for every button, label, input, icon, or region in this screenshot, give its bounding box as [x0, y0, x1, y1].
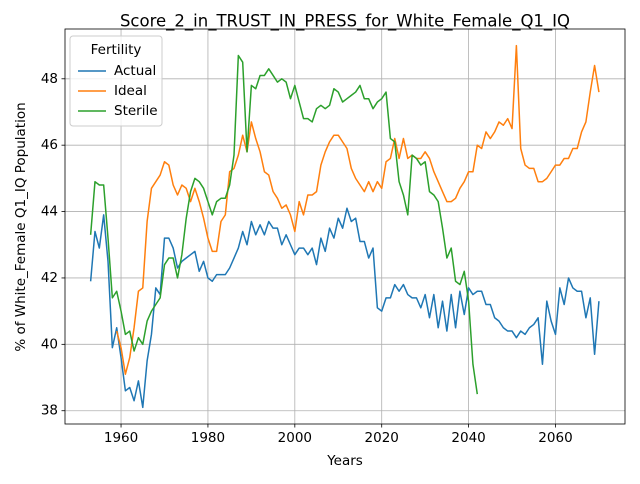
y-tick-label: 44: [41, 204, 58, 220]
x-tick-label: 2000: [278, 430, 312, 446]
y-tick-label: 40: [41, 336, 58, 352]
legend-label: Ideal: [114, 83, 147, 99]
y-tick-label: 42: [41, 270, 58, 286]
x-tick-label: 1980: [191, 430, 225, 446]
chart-title: Score_2_in_TRUST_IN_PRESS_for_White_Fema…: [120, 12, 570, 32]
x-tick-label: 2060: [538, 430, 572, 446]
x-tick-label: 1960: [104, 430, 138, 446]
legend: Fertility Actual Ideal Sterile: [69, 35, 163, 127]
legend-title: Fertility: [91, 42, 142, 58]
y-tick-label: 48: [41, 71, 58, 87]
x-axis-label: Years: [326, 453, 363, 469]
x-tick-label: 2020: [365, 430, 399, 446]
y-axis-label: % of White_Female Q1_IQ Population: [13, 102, 29, 351]
legend-label: Sterile: [114, 103, 158, 119]
y-tick-label: 46: [41, 137, 58, 153]
plot-frame: [64, 28, 626, 425]
legend-box: [69, 35, 163, 127]
legend-label: Actual: [114, 63, 156, 79]
line-series: [89, 207, 600, 409]
line-series: [89, 54, 479, 395]
line-series: [115, 44, 600, 375]
y-tick-label: 38: [41, 403, 58, 419]
x-tick-label: 2040: [451, 430, 485, 446]
